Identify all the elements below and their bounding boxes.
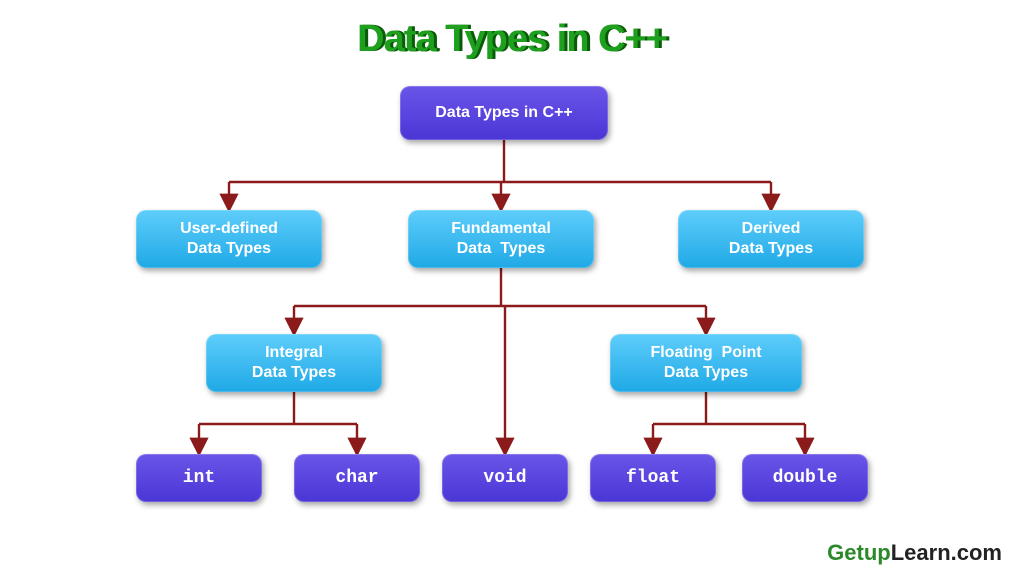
watermark-part2: Learn — [891, 540, 951, 565]
node-label-integral: IntegralData Types — [252, 343, 336, 383]
node-label-char: char — [335, 467, 378, 490]
node-label-int: int — [183, 467, 215, 490]
node-label-derived: DerivedData Types — [729, 219, 813, 259]
node-derived: DerivedData Types — [678, 210, 864, 268]
node-float: float — [590, 454, 716, 502]
watermark-part3: .com — [951, 540, 1002, 565]
node-label-fundamental: FundamentalData Types — [451, 219, 551, 259]
node-void: void — [442, 454, 568, 502]
node-double: double — [742, 454, 868, 502]
node-label-root: Data Types in C++ — [435, 103, 573, 123]
page-title: Data Types in C++ — [0, 18, 1024, 61]
node-label-userdef: User-definedData Types — [180, 219, 278, 259]
node-label-floating: Floating PointData Types — [650, 343, 761, 383]
node-label-double: double — [773, 467, 838, 490]
node-floating: Floating PointData Types — [610, 334, 802, 392]
node-userdef: User-definedData Types — [136, 210, 322, 268]
watermark-part1: Getup — [827, 540, 891, 565]
node-root: Data Types in C++ — [400, 86, 608, 140]
watermark: GetupLearn.com — [827, 540, 1002, 566]
node-integral: IntegralData Types — [206, 334, 382, 392]
node-fundamental: FundamentalData Types — [408, 210, 594, 268]
node-label-float: float — [626, 467, 680, 490]
node-int: int — [136, 454, 262, 502]
node-char: char — [294, 454, 420, 502]
node-label-void: void — [483, 467, 526, 490]
